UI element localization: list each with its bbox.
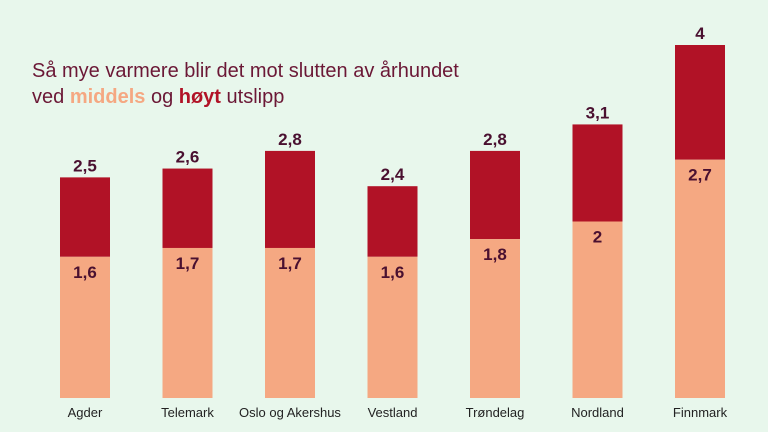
title-line-2-post: utslipp (220, 86, 285, 108)
category-label: Trøndelag (466, 405, 525, 420)
bar-middels (265, 247, 315, 398)
category-label: Agder (68, 405, 103, 420)
bar-middels (367, 256, 418, 398)
value-label-middels: 1,6 (381, 263, 405, 282)
bar-hoyt (162, 168, 213, 248)
value-label-middels: 2 (593, 228, 602, 247)
value-label-middels: 2,7 (688, 166, 712, 185)
value-label-hoyt: 2,6 (176, 148, 200, 167)
legend-middels: middels (69, 86, 146, 108)
category-label: Telemark (161, 405, 214, 420)
value-label-hoyt: 2,8 (278, 130, 302, 149)
legend-hoyt: høyt (178, 86, 221, 108)
category-label: Oslo og Akershus (239, 405, 341, 420)
title-line-2-pre: ved (32, 86, 70, 108)
title-line-2: ved middels og høyt utslipp (32, 84, 459, 110)
bar-hoyt (675, 45, 725, 160)
bar-hoyt (470, 150, 520, 240)
bar-hoyt (367, 186, 418, 257)
value-label-middels: 1,7 (278, 254, 302, 273)
category-label: Finnmark (673, 405, 728, 420)
bar-middels (60, 256, 110, 398)
bar-middels (572, 221, 623, 398)
value-label-middels: 1,6 (73, 263, 97, 282)
value-label-hoyt: 3,1 (586, 103, 610, 122)
value-label-middels: 1,7 (176, 254, 200, 273)
bar-hoyt (60, 177, 110, 257)
bar-middels (162, 247, 213, 398)
value-label-hoyt: 2,8 (483, 130, 507, 149)
bar-middels (470, 239, 520, 398)
value-label-hoyt: 2,4 (381, 165, 405, 184)
value-label-hoyt: 4 (695, 24, 705, 43)
value-label-hoyt: 2,5 (73, 156, 97, 175)
value-label-middels: 1,8 (483, 245, 507, 264)
bar-hoyt (265, 150, 315, 248)
bar-middels (675, 159, 725, 398)
title-line-1: Så mye varmere blir det mot slutten av å… (32, 60, 459, 82)
category-label: Nordland (571, 405, 624, 420)
chart-title: Så mye varmere blir det mot slutten av å… (32, 58, 459, 110)
title-line-2-og: og (145, 86, 179, 108)
bar-hoyt (572, 124, 623, 222)
category-label: Vestland (368, 405, 418, 420)
